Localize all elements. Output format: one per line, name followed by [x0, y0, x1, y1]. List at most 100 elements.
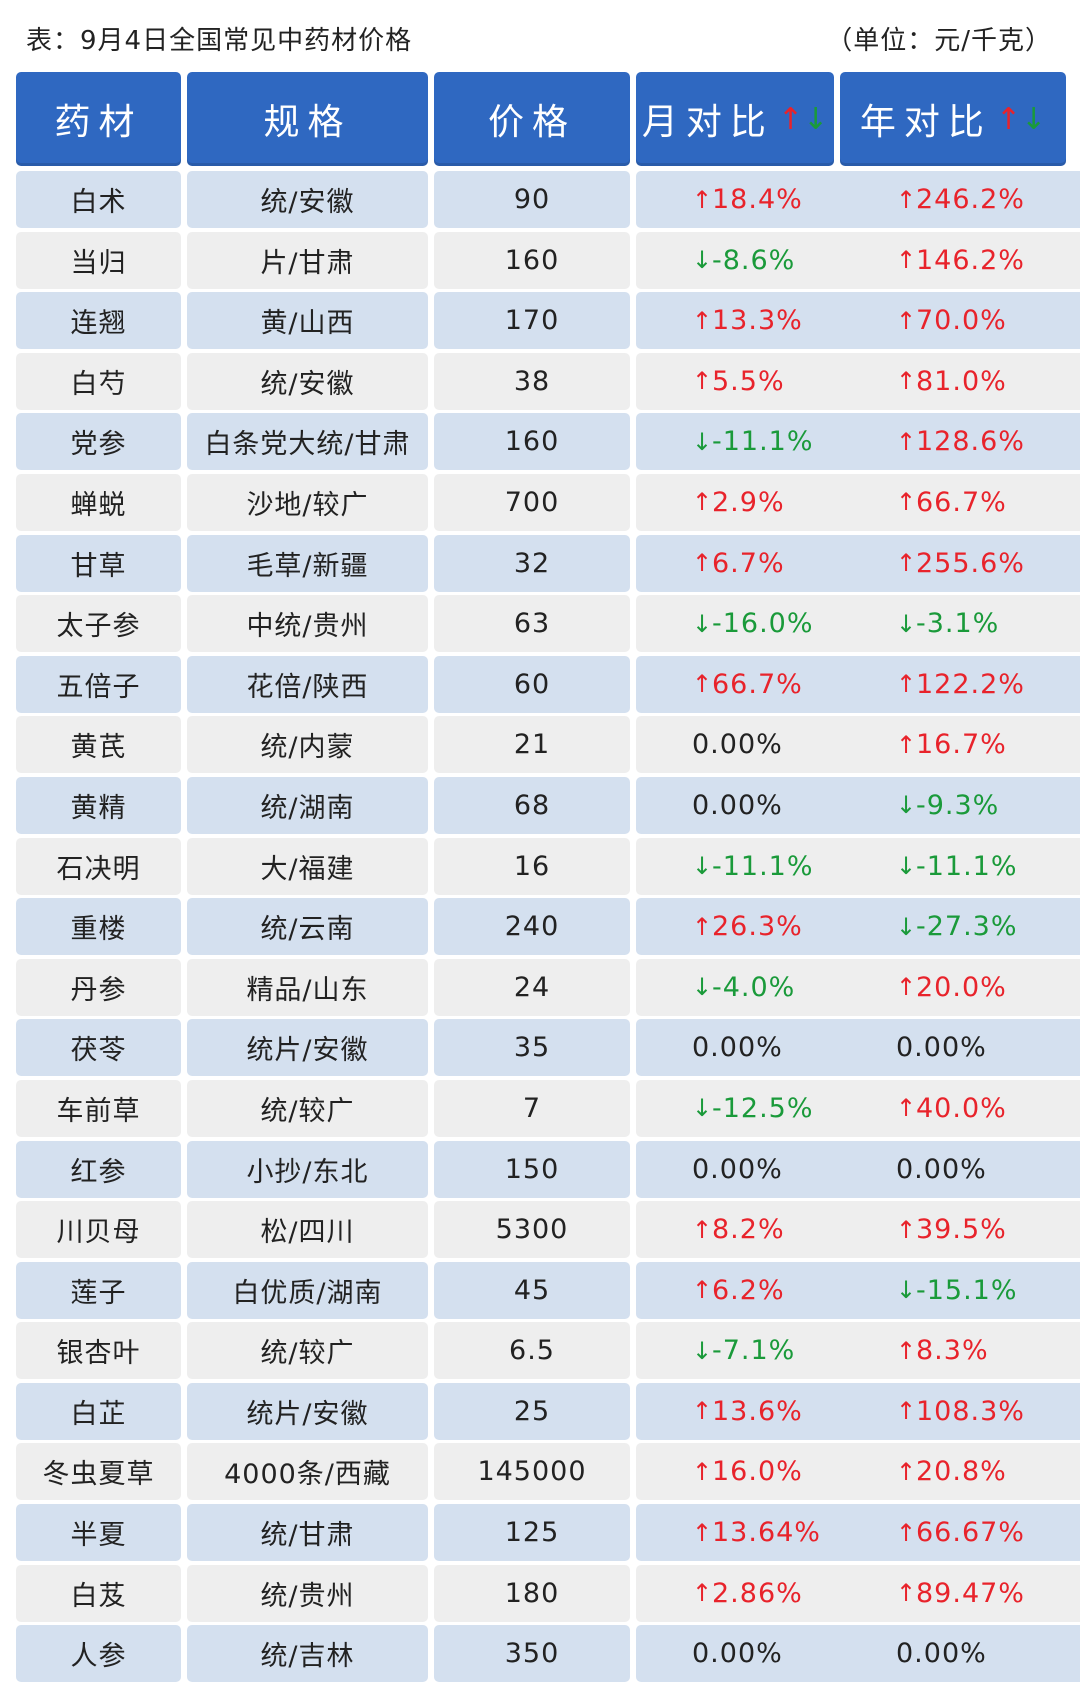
month-change-value: -11.1% [712, 426, 814, 458]
herb-cell: 当归 [16, 231, 181, 289]
spec-cell: 花倍/陕西 [187, 655, 428, 713]
arrow-down-icon: ↓ [896, 609, 918, 638]
price-cell: 240 [434, 898, 630, 956]
arrow-down-icon: ↓ [692, 1336, 714, 1365]
table-row: 白芷 统片/安徽 25 ↑ 13.6% ↑ 108.3% [16, 1382, 1080, 1440]
year-change-value: 146.2% [916, 244, 1025, 276]
month-change-value: -16.0% [712, 608, 814, 640]
herb-cell: 白芨 [16, 1564, 181, 1622]
year-change-value: 89.47% [916, 1577, 1025, 1609]
year-change-cell: ↑ 89.47% [840, 1564, 1080, 1622]
month-change-value: 5.5% [712, 365, 785, 397]
spec-cell: 统/湖南 [187, 776, 428, 834]
spec-cell: 松/四川 [187, 1201, 428, 1259]
table-row: 五倍子 花倍/陕西 60 ↑ 66.7% ↑ 122.2% [16, 655, 1080, 713]
price-cell: 38 [434, 352, 630, 410]
year-change-value: 122.2% [916, 668, 1025, 700]
month-change-value: 0.00% [692, 729, 783, 761]
month-change-value: 8.2% [712, 1214, 785, 1246]
arrow-up-icon: ↑ [995, 101, 1021, 137]
arrow-down-icon: ↓ [692, 246, 714, 275]
price-cell: 180 [434, 1564, 630, 1622]
arrow-up-icon: ↑ [692, 1457, 714, 1486]
price-cell: 16 [434, 837, 630, 895]
price-cell: 32 [434, 534, 630, 592]
table-row: 黄芪 统/内蒙 21 0.00% ↑ 16.7% [16, 716, 1080, 774]
month-change-value: -4.0% [712, 971, 796, 1003]
herb-cell: 丹参 [16, 958, 181, 1016]
year-change-value: 70.0% [916, 305, 1007, 337]
month-change-value: 0.00% [692, 1153, 783, 1185]
arrow-up-icon: ↑ [692, 367, 714, 396]
arrow-up-icon: ↑ [777, 101, 803, 137]
year-change-value: 246.2% [916, 184, 1025, 215]
table-row: 人参 统/吉林 350 0.00% 0.00% [16, 1625, 1080, 1683]
arrow-up-icon: ↑ [692, 306, 714, 335]
price-cell: 160 [434, 413, 630, 471]
year-change-value: -11.1% [916, 850, 1018, 882]
spec-cell: 统片/安徽 [187, 1382, 428, 1440]
table-row: 重楼 统/云南 240 ↑ 26.3% ↓ -27.3% [16, 898, 1080, 956]
year-change-cell: ↑ 39.5% [840, 1201, 1080, 1259]
herb-cell: 白术 [16, 171, 181, 228]
year-change-cell: 0.00% [840, 1019, 1080, 1077]
price-cell: 350 [434, 1625, 630, 1683]
herb-cell: 冬虫夏草 [16, 1443, 181, 1501]
table-title: 表：9月4日全国常见中药材价格 [26, 26, 413, 56]
arrow-up-icon: ↑ [692, 1579, 714, 1608]
month-change-value: 2.9% [712, 486, 785, 518]
price-cell: 35 [434, 1019, 630, 1077]
month-change-value: 66.7% [712, 668, 803, 700]
arrow-down-icon: ↓ [803, 101, 829, 137]
year-change-value: 20.0% [916, 971, 1007, 1003]
year-change-value: 16.7% [916, 729, 1007, 761]
month-change-value: 2.86% [712, 1577, 803, 1609]
year-change-value: -15.1% [916, 1274, 1018, 1306]
arrow-up-icon: ↑ [896, 730, 918, 759]
year-change-cell: ↑ 8.3% [840, 1322, 1080, 1380]
price-table: 药材 规格 价格 月对比 ↑ ↓ 年对比 ↑ ↓ 白术 统/安徽 90 ↑ 18.4% ↑… [16, 72, 1080, 1686]
table-row: 连翘 黄/山西 170 ↑ 13.3% ↑ 70.0% [16, 292, 1080, 350]
herb-cell: 黄精 [16, 776, 181, 834]
spec-cell: 大/福建 [187, 837, 428, 895]
price-cell: 6.5 [434, 1322, 630, 1380]
herb-cell: 连翘 [16, 292, 181, 350]
herb-cell: 党参 [16, 413, 181, 471]
herb-cell: 重楼 [16, 898, 181, 956]
year-change-cell: ↑ 70.0% [840, 292, 1080, 350]
table-row: 川贝母 松/四川 5300 ↑ 8.2% ↑ 39.5% [16, 1201, 1080, 1259]
spec-cell: 片/甘肃 [187, 231, 428, 289]
arrow-up-icon: ↑ [896, 367, 918, 396]
arrow-down-icon: ↓ [896, 852, 918, 881]
herb-cell: 白芷 [16, 1382, 181, 1440]
arrow-down-icon: ↓ [896, 1276, 918, 1305]
price-cell: 24 [434, 958, 630, 1016]
header-spec: 规格 [187, 72, 428, 166]
herb-cell: 白芍 [16, 352, 181, 410]
table-row: 太子参 中统/贵州 63 ↓ -16.0% ↓ -3.1% [16, 595, 1080, 653]
year-change-value: 0.00% [896, 1638, 987, 1670]
price-cell: 170 [434, 292, 630, 350]
month-change-value: 0.00% [692, 1638, 783, 1670]
month-change-value: 26.3% [712, 911, 803, 943]
year-change-cell: 0.00% [840, 1140, 1080, 1198]
year-change-value: 40.0% [916, 1092, 1007, 1124]
herb-cell: 太子参 [16, 595, 181, 653]
price-cell: 700 [434, 473, 630, 531]
price-cell: 25 [434, 1382, 630, 1440]
arrow-down-icon: ↓ [692, 427, 714, 456]
year-change-value: 0.00% [896, 1153, 987, 1185]
arrow-up-icon: ↑ [692, 488, 714, 517]
arrow-up-icon: ↑ [896, 1457, 918, 1486]
table-row: 白芨 统/贵州 180 ↑ 2.86% ↑ 89.47% [16, 1564, 1080, 1622]
spec-cell: 毛草/新疆 [187, 534, 428, 592]
month-change-value: 0.00% [692, 1032, 783, 1064]
spec-cell: 小抄/东北 [187, 1140, 428, 1198]
year-change-value: 66.67% [916, 1517, 1025, 1549]
table-row: 银杏叶 统/较广 6.5 ↓ -7.1% ↑ 8.3% [16, 1322, 1080, 1380]
year-change-cell: ↑ 20.0% [840, 958, 1080, 1016]
arrow-down-icon: ↓ [692, 609, 714, 638]
price-cell: 150 [434, 1140, 630, 1198]
arrow-up-icon: ↑ [692, 185, 714, 214]
table-row: 车前草 统/较广 7 ↓ -12.5% ↑ 40.0% [16, 1079, 1080, 1137]
